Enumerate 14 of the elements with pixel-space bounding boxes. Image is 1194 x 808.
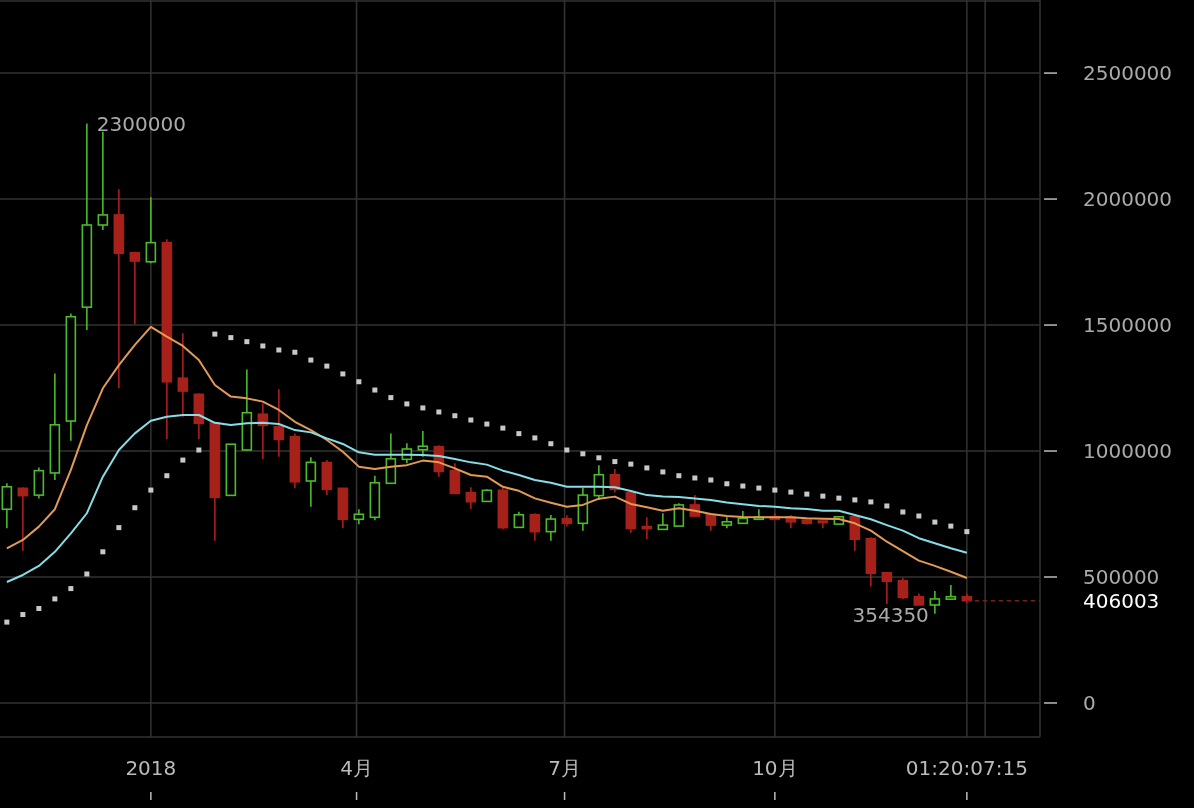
x-tick-label: 7月 bbox=[548, 756, 581, 780]
y-tick-label: 1000000 bbox=[1083, 439, 1173, 464]
annotation: 406003 bbox=[1083, 588, 1160, 613]
y-tick-label: 2000000 bbox=[1083, 187, 1173, 212]
y-tick-label: 0 bbox=[1083, 690, 1096, 715]
x-tick-label: 10月 bbox=[752, 756, 798, 780]
x-tick-label: 2018 bbox=[125, 756, 177, 780]
x-tick-label: 01:20:07:15 bbox=[905, 756, 1028, 780]
annotation: 2300000 bbox=[96, 112, 186, 137]
x-tick-label: 4月 bbox=[340, 756, 373, 780]
annotation: 354350 bbox=[852, 602, 929, 627]
y-tick-label: 1500000 bbox=[1083, 313, 1173, 338]
y-tick-label: 500000 bbox=[1083, 565, 1160, 589]
y-tick-label: 2500000 bbox=[1083, 61, 1173, 86]
